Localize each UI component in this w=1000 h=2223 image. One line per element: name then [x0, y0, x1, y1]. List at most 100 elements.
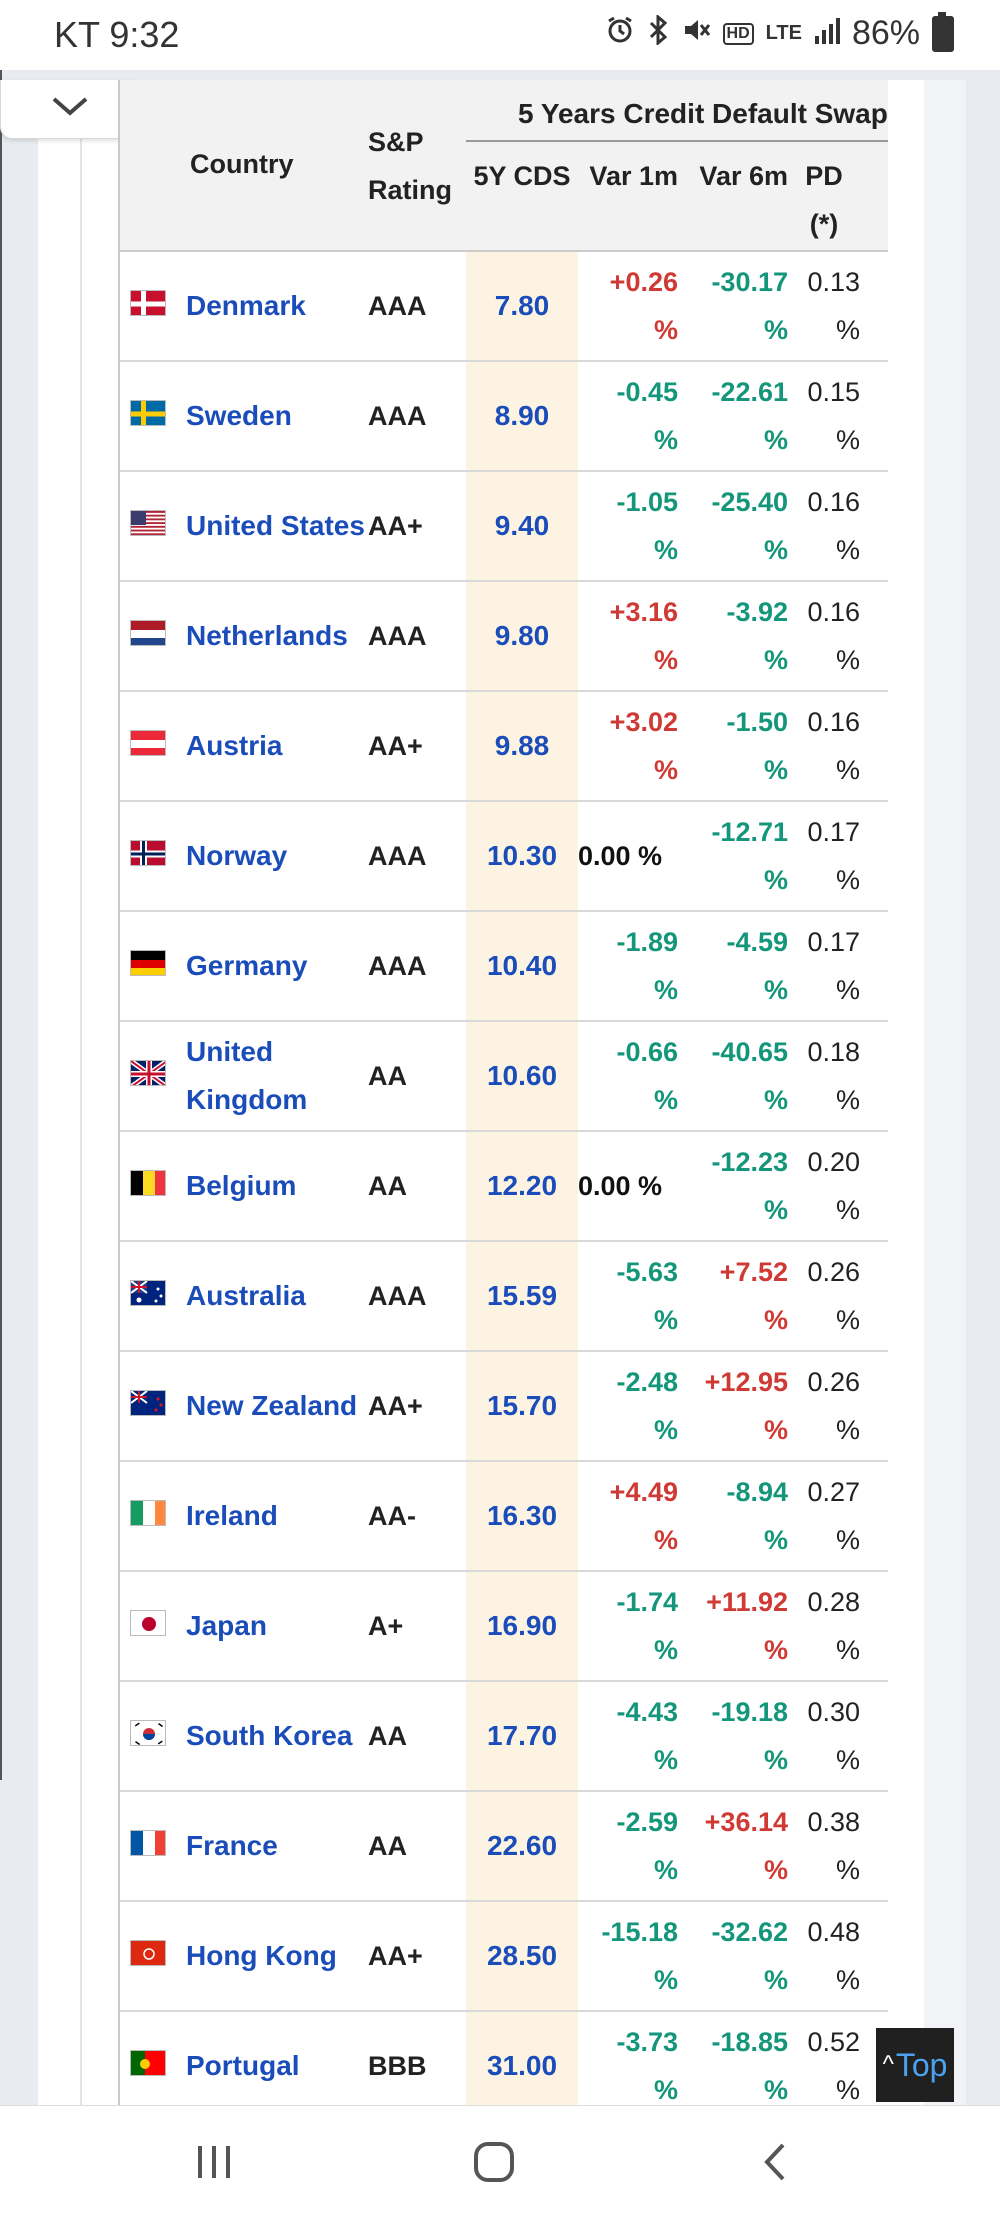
- pd-unit: %: [835, 1965, 860, 1995]
- country-link[interactable]: Norway: [186, 802, 366, 910]
- cds-value[interactable]: 15.59: [486, 1280, 558, 1311]
- var-6m: -4.59%: [678, 912, 788, 1020]
- country-link[interactable]: Australia: [186, 1242, 366, 1350]
- var-1m: -3.73%: [568, 2012, 678, 2105]
- country-link[interactable]: Germany: [186, 912, 366, 1020]
- country-name[interactable]: United Kingdom: [186, 1036, 308, 1115]
- var-6m: +36.14%: [678, 1792, 788, 1900]
- country-link[interactable]: Sweden: [186, 362, 366, 470]
- country-link[interactable]: Japan: [186, 1572, 366, 1680]
- cds-value[interactable]: 31.00: [486, 2050, 558, 2081]
- country-name[interactable]: United States: [186, 510, 365, 541]
- pd-value: 0.16%: [796, 692, 860, 800]
- pd-value: 0.16%: [796, 472, 860, 580]
- country-link[interactable]: United Kingdom: [186, 1022, 366, 1130]
- header-var-1m[interactable]: Var 1m: [589, 161, 678, 191]
- country-name[interactable]: Sweden: [186, 400, 292, 431]
- header-var-6m[interactable]: Var 6m: [699, 161, 788, 191]
- cds-cell-bg: [466, 1682, 578, 1790]
- table-row: Austria AA+ 9.88 +3.02% -1.50% 0.16%: [120, 692, 888, 802]
- pd-unit: %: [835, 865, 860, 895]
- country-name[interactable]: Ireland: [186, 1500, 278, 1531]
- country-name[interactable]: Portugal: [186, 2050, 300, 2081]
- flag-icon: [130, 290, 166, 316]
- sp-rating: AAA: [368, 950, 427, 981]
- pd-unit: %: [835, 1305, 860, 1335]
- country-name[interactable]: Belgium: [186, 1170, 297, 1201]
- header-5y-cds[interactable]: 5Y CDS: [473, 161, 571, 191]
- pd-number: 0.26: [807, 1367, 860, 1397]
- var-1m: +4.49%: [568, 1462, 678, 1570]
- var-1m-unit: %: [653, 2075, 678, 2105]
- cds-value[interactable]: 9.88: [494, 730, 550, 761]
- cds-value[interactable]: 10.30: [486, 840, 558, 871]
- header-sp-rating[interactable]: S&P Rating: [368, 127, 452, 205]
- country-name[interactable]: Denmark: [186, 290, 306, 321]
- cds-value[interactable]: 16.90: [486, 1610, 558, 1641]
- country-link[interactable]: Ireland: [186, 1462, 366, 1570]
- sp-rating: AA: [368, 1170, 407, 1201]
- country-name[interactable]: Norway: [186, 840, 288, 871]
- country-link[interactable]: New Zealand: [186, 1352, 366, 1460]
- country-name[interactable]: Austria: [186, 730, 283, 761]
- country-link[interactable]: Belgium: [186, 1132, 366, 1240]
- collapse-toggle[interactable]: [0, 80, 140, 139]
- country-name[interactable]: Netherlands: [186, 620, 348, 651]
- cds-value[interactable]: 22.60: [486, 1830, 558, 1861]
- country-link[interactable]: France: [186, 1792, 366, 1900]
- var-1m-value: -2.48: [616, 1367, 678, 1397]
- flag-icon: [130, 1500, 166, 1526]
- country-link[interactable]: Denmark: [186, 252, 366, 360]
- country-name[interactable]: New Zealand: [186, 1390, 358, 1421]
- cds-value[interactable]: 10.40: [486, 950, 558, 981]
- cds-value[interactable]: 10.60: [486, 1060, 558, 1091]
- cds-value[interactable]: 28.50: [486, 1940, 558, 1971]
- country-link[interactable]: South Korea: [186, 1682, 366, 1790]
- cds-cell-bg: [466, 1902, 578, 2010]
- var-1m-unit: %: [653, 1305, 678, 1335]
- home-button[interactable]: [424, 2106, 564, 2223]
- header-country[interactable]: Country: [190, 149, 294, 179]
- cds-value[interactable]: 17.70: [486, 1720, 558, 1751]
- hd-icon: HD: [722, 22, 754, 45]
- country-name[interactable]: Hong Kong: [186, 1940, 337, 1971]
- pd-unit: %: [835, 975, 860, 1005]
- cds-table[interactable]: Country S&P Rating 5 Years Credit Defaul…: [118, 80, 888, 2105]
- battery-percent: 86%: [851, 14, 920, 52]
- country-link[interactable]: Austria: [186, 692, 366, 800]
- country-link[interactable]: Hong Kong: [186, 1902, 366, 2010]
- cds-value[interactable]: 15.70: [486, 1390, 558, 1421]
- country-link[interactable]: Portugal: [186, 2012, 366, 2105]
- cds-value[interactable]: 9.40: [494, 510, 550, 541]
- cds-value[interactable]: 16.30: [486, 1500, 558, 1531]
- flag-icon: [130, 1170, 166, 1196]
- pd-number: 0.20: [807, 1147, 860, 1177]
- top-button-label: Top: [895, 2046, 948, 2083]
- country-name[interactable]: Australia: [186, 1280, 306, 1311]
- var-6m: -22.61%: [678, 362, 788, 470]
- card-divider: [80, 80, 82, 2105]
- recent-apps-button[interactable]: [144, 2106, 284, 2223]
- cds-cell-bg: [466, 472, 578, 580]
- var-6m-value: -22.61: [711, 377, 788, 407]
- country-name[interactable]: Germany: [186, 950, 308, 981]
- country-name[interactable]: Japan: [186, 1610, 267, 1641]
- back-button[interactable]: [704, 2106, 844, 2223]
- table-row: Norway AAA 10.30 0.00 % -12.71% 0.17%: [120, 802, 888, 912]
- pd-number: 0.26: [807, 1257, 860, 1287]
- var-1m-unit: %: [653, 1525, 678, 1555]
- cds-value[interactable]: 7.80: [494, 290, 550, 321]
- header-pd[interactable]: PD (*): [805, 161, 843, 239]
- var-1m-unit: %: [653, 535, 678, 565]
- var-6m-value: -8.94: [726, 1477, 788, 1507]
- cds-value[interactable]: 12.20: [486, 1170, 558, 1201]
- back-to-top-button[interactable]: ^ Top: [876, 2028, 954, 2102]
- country-link[interactable]: Netherlands: [186, 582, 366, 690]
- country-link[interactable]: United States: [186, 472, 366, 580]
- cds-value[interactable]: 9.80: [494, 620, 550, 651]
- flag-icon: [130, 510, 166, 536]
- country-name[interactable]: South Korea: [186, 1720, 353, 1751]
- cds-value[interactable]: 8.90: [494, 400, 550, 431]
- country-name[interactable]: France: [186, 1830, 278, 1861]
- table-row: Ireland AA- 16.30 +4.49% -8.94% 0.27%: [120, 1462, 888, 1572]
